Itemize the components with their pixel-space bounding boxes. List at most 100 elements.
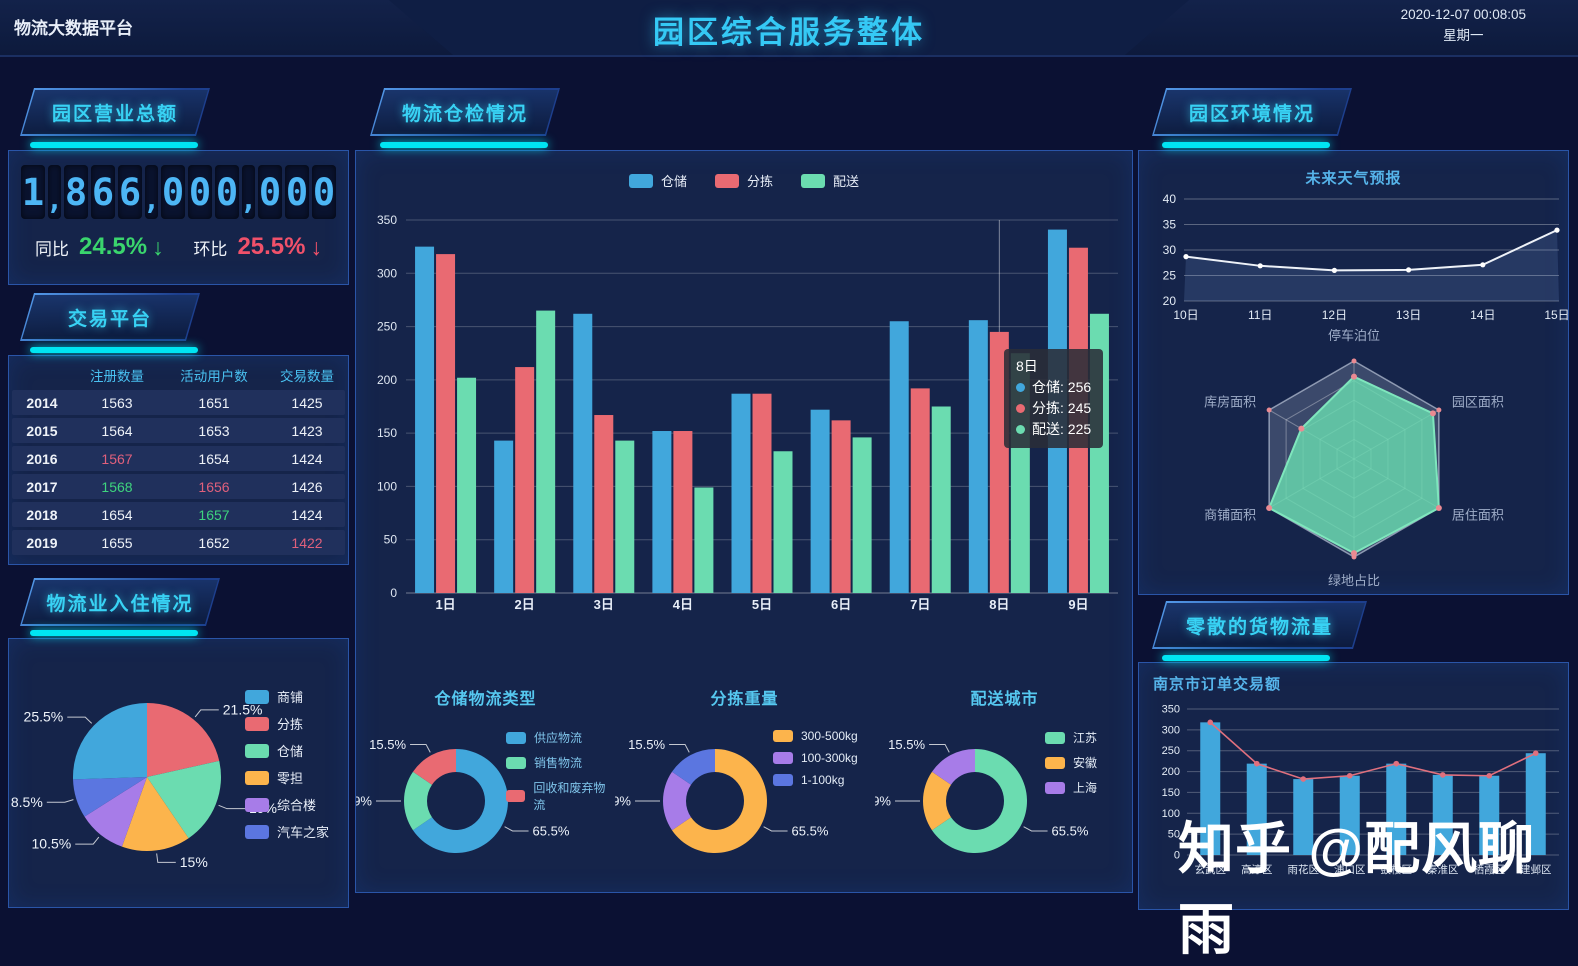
svg-text:50: 50 [1168,829,1180,841]
trading-panel: 注册数量 活动用户数 交易数量 2014 1563 1651 1425 2015 1564 165… [8,355,349,565]
pie-percent-label: 15.5% [369,737,406,752]
header-trapezoid [389,0,1189,55]
accent-bar [380,142,548,148]
legend-item-供应物流[interactable]: 供应物流 [506,729,615,746]
storage-type-donut-chart[interactable]: 65.5% 19% 15.5% [356,707,615,892]
sorting-weight-donut-legend: 300-500kg 100-300kg 1-100kg [773,729,858,795]
value-cell: 1657 [198,506,230,523]
svg-text:350: 350 [1162,704,1180,716]
legend-label: 江苏 [1073,731,1098,745]
digit-tile: 0 [161,165,185,219]
svg-text:2日: 2日 [515,597,535,612]
legend-item-回收和废弃物流[interactable]: 回收和废弃物流 [506,779,615,813]
year-cell: 2015 [26,422,58,439]
accent-bar [30,142,198,148]
legend-item-仓储[interactable]: 仓储 [245,741,329,760]
pie-slice-100-300kg [663,771,692,831]
svg-text:秦淮区: 秦淮区 [1427,863,1459,876]
svg-text:浦口区: 浦口区 [1334,863,1366,876]
legend-item-配送[interactable]: 配送 [801,171,859,190]
svg-text:7日: 7日 [910,597,930,612]
pie-slice-汽车之家 [73,777,147,817]
legend-swatch [245,770,269,785]
weather-line-chart[interactable]: 20 25 30 35 40 10日 11日 12日 13日 14日 15日 [1139,189,1570,329]
delivery-city-donut-legend: 江苏安徽上海 [1045,729,1097,804]
pie-percent-label: 15.5% [628,737,665,752]
tooltip-series-value: 分拣: 245 [1032,400,1092,416]
svg-text:250: 250 [377,320,397,334]
year-cell: 2017 [26,478,58,495]
legend-item-分拣[interactable]: 分拣 [245,714,329,733]
legend-label: 仓储 [277,744,304,759]
pie-slice-回收和废弃物流 [412,749,456,785]
section-tab-revenue: 园区营业总额 [20,88,210,136]
weather-chart-title: 未来天气预报 [1305,170,1402,187]
legend-item-300-500kg[interactable]: 300-500kg [773,729,858,743]
tooltip-series-value: 配送: 225 [1032,421,1092,437]
legend-label: 综合楼 [277,798,317,813]
year-cell: 2019 [26,534,58,551]
svg-text:鼓楼区: 鼓楼区 [1381,863,1413,876]
svg-text:12日: 12日 [1322,308,1347,322]
digit-tile: 0 [312,165,336,219]
digit-tile: 1 [21,165,45,219]
radar-indicator-label: 居住面积 [1452,508,1504,523]
legend-item-零担[interactable]: 零担 [245,768,329,787]
legend-item-安徽[interactable]: 安徽 [1045,754,1097,771]
digit-tile: 0 [215,165,239,219]
legend-item-100-300kg[interactable]: 100-300kg [773,751,858,765]
svg-text:6日: 6日 [831,597,851,612]
legend-item-分拣[interactable]: 分拣 [714,171,773,190]
tooltip-row: 分拣: 245 [1016,398,1091,419]
legend-item-上海[interactable]: 上海 [1045,779,1097,796]
legend-item-销售物流[interactable]: 销售物流 [506,754,615,771]
table-row: 2018 1654 1657 1424 [12,502,345,527]
pie-slice-综合楼 [84,777,147,847]
donut-title-sorting-weight: 分拣重量 [710,691,779,708]
svg-text:50: 50 [384,533,398,547]
legend-item-江苏[interactable]: 江苏 [1045,729,1097,746]
legend-item-1-100kg[interactable]: 1-100kg [773,773,858,787]
pie-percent-label: 25.5% [24,709,64,725]
pie-slice-供应物流 [412,749,508,853]
section-tab-environment: 园区环境情况 [1152,88,1352,136]
value-cell: 1426 [291,478,323,495]
nanjing-orders-title: 南京市订单交易额 [1153,676,1282,693]
sorting-weight-donut-chart[interactable]: 65.5% 19% 15.5% [615,707,874,892]
svg-text:300: 300 [377,266,397,280]
legend-label: 零担 [277,771,304,786]
value-cell: 1567 [101,450,133,467]
legend-label: 分拣 [746,174,773,189]
radar-indicator-label: 绿地占比 [1328,573,1380,588]
warehouse-bar-chart[interactable]: 0 50 100 150 200 250 300 350 1日 2日 3日 4日 5日 6日 7日 8日 9日 [356,197,1134,617]
comma-tile: , [143,165,160,219]
legend-label: 汽车之家 [277,825,330,840]
svg-text:玄武区: 玄武区 [1195,863,1227,876]
value-cell: 1652 [198,534,230,551]
legend-swatch [506,731,526,744]
column-header: 交易数量 [280,368,334,384]
table-row: 2015 1564 1653 1423 [12,418,345,443]
arrow-down-icon: ↓ [152,233,164,260]
pie-percent-label: 19% [615,794,631,809]
tooltip-row: 仓储: 256 [1016,377,1091,398]
legend-item-汽车之家[interactable]: 汽车之家 [245,822,329,841]
svg-text:40: 40 [1163,192,1177,206]
legend-label: 1-100kg [801,773,845,787]
legend-item-综合楼[interactable]: 综合楼 [245,795,329,814]
legend-item-商铺[interactable]: 商铺 [245,687,329,706]
nanjing-orders-chart[interactable]: 0 50 100 150 200 250 300 350 玄武区 高淳区 雨花区 浦口区 鼓楼区 秦淮区 栖… [1139,697,1570,897]
digit-tile: 0 [258,165,282,219]
digit-tile: 6 [118,165,142,219]
legend-label: 配送 [833,174,860,189]
svg-text:15日: 15日 [1544,308,1569,322]
legend-item-仓储[interactable]: 仓储 [628,171,687,190]
svg-text:300: 300 [1162,724,1180,736]
page-title: 园区综合服务整体 [653,15,925,50]
delivery-city-donut-chart[interactable]: 65.5% 19% 15.5% [875,707,1134,892]
environment-panel: 未来天气预报 20 25 30 35 40 10日 11日 12日 13日 14日 15日 停车泊位… [1138,150,1570,595]
legend-swatch [245,797,269,812]
table-row: 2017 1568 1656 1426 [12,474,345,499]
warehouse-panel: 仓储 分拣 配送 0 50 100 150 200 250 300 350 1日 2日 3日 4日 5日 6日… [355,150,1133,893]
